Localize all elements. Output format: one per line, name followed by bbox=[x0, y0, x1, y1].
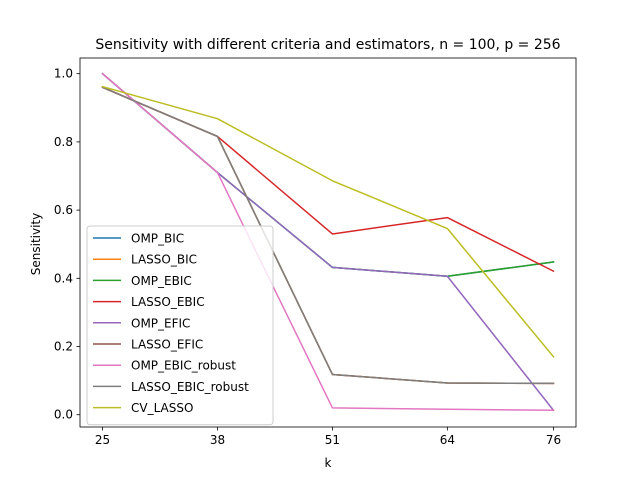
axes-layer: 25 38 51 64 76 0.0 0.2 0.4 0.6 0.8 1.0 bbox=[54, 57, 577, 447]
series-layer bbox=[101, 72, 555, 412]
x-tick-label: 38 bbox=[210, 433, 225, 447]
legend-label-LASSO_EBIC: LASSO_EBIC bbox=[131, 295, 205, 309]
x-tick-label: 76 bbox=[546, 433, 561, 447]
axes-frame bbox=[79, 57, 577, 428]
y-tick-label: 0.4 bbox=[54, 271, 73, 285]
y-tick-label: 0.6 bbox=[54, 203, 73, 217]
y-axis-label: Sensitivity bbox=[29, 213, 43, 275]
legend-label-OMP_EFIC: OMP_EFIC bbox=[131, 316, 190, 330]
legend-label-LASSO_EFIC: LASSO_EFIC bbox=[131, 338, 203, 352]
legend-label-LASSO_BIC: LASSO_BIC bbox=[131, 253, 197, 267]
legend-box bbox=[86, 225, 274, 426]
x-tick-label: 64 bbox=[440, 433, 455, 447]
x-axis-label: k bbox=[325, 456, 332, 470]
legend-label-OMP_EBIC_robust: OMP_EBIC_robust bbox=[131, 359, 236, 373]
x-tick-label: 25 bbox=[95, 433, 110, 447]
legend-label-OMP_BIC: OMP_BIC bbox=[131, 232, 184, 246]
series-line-OMP_EBIC_robust bbox=[101, 72, 555, 412]
y-tick-label: 0.0 bbox=[54, 408, 73, 422]
series-line-CV_LASSO bbox=[101, 85, 555, 358]
legend-label-CV_LASSO: CV_LASSO bbox=[131, 401, 193, 415]
y-tick-label: 0.2 bbox=[54, 340, 73, 354]
legend-label-OMP_EBIC: OMP_EBIC bbox=[131, 274, 192, 288]
series-line-LASSO_EBIC_robust bbox=[101, 86, 555, 385]
y-tick-label: 1.0 bbox=[54, 67, 73, 81]
chart-title: Sensitivity with different criteria and … bbox=[95, 37, 560, 53]
y-tick-label: 0.8 bbox=[54, 135, 73, 149]
legend-label-LASSO_EBIC_robust: LASSO_EBIC_robust bbox=[131, 380, 249, 394]
legend: OMP_BIC LASSO_BIC OMP_EBIC LASSO_EBIC OMP_EF… bbox=[86, 225, 274, 426]
x-tick-label: 51 bbox=[325, 433, 340, 447]
